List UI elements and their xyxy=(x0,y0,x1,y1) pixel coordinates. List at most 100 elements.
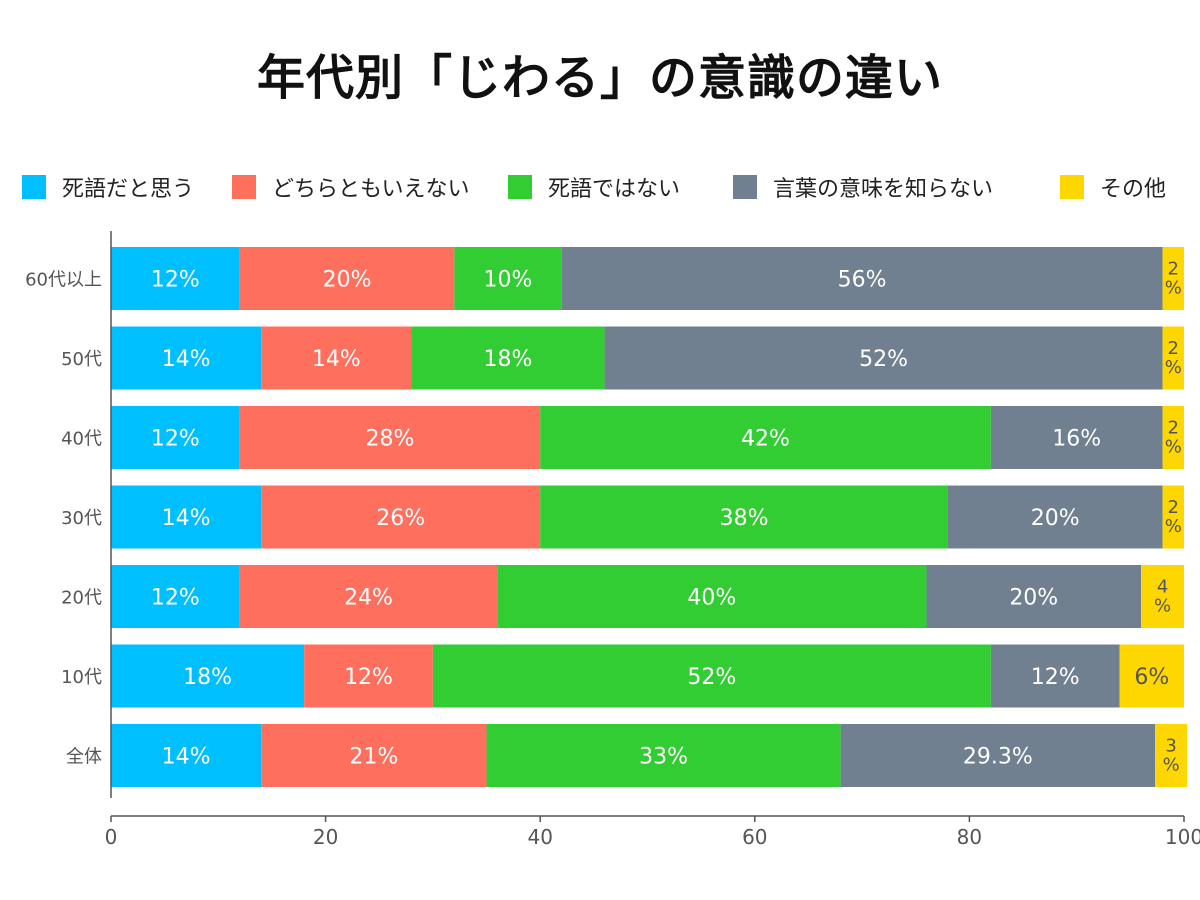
bar-segment xyxy=(1141,565,1184,628)
legend-item-dead-word: 死語だと思う xyxy=(22,172,194,202)
category-label: 40代 xyxy=(61,429,102,450)
legend-swatch xyxy=(508,175,532,199)
legend-label: その他 xyxy=(1100,177,1167,202)
chart-title: 年代別「じわる」の意識の違い xyxy=(256,50,943,106)
bar-segment xyxy=(261,485,541,549)
category-label: 10代 xyxy=(61,667,102,688)
x-tick-label: 0 xyxy=(105,825,118,849)
bar-segment xyxy=(604,326,1163,390)
data-label: 2% xyxy=(1165,259,1182,299)
bar-segment xyxy=(1162,326,1184,390)
data-label: 56% xyxy=(838,268,887,293)
bar-segment xyxy=(304,644,433,708)
data-label: 3% xyxy=(1163,736,1180,776)
legend-label: どちらともいえない xyxy=(272,177,470,202)
bar-segment xyxy=(111,326,262,390)
bar-segment xyxy=(239,247,455,310)
category-label: 30代 xyxy=(61,508,102,529)
bar-segment xyxy=(111,724,262,787)
bar-segment xyxy=(111,644,305,708)
data-label: 14% xyxy=(162,506,211,531)
data-label: 28% xyxy=(366,427,415,452)
data-label: 12% xyxy=(1031,665,1080,690)
bar-segment xyxy=(840,724,1156,787)
legend: 死語だと思う どちらともいえない 死語ではない 言葉の意味を知らない その他 xyxy=(22,172,1192,202)
data-label: 14% xyxy=(162,745,211,770)
data-label: 18% xyxy=(183,665,232,690)
bar-segment xyxy=(239,406,541,469)
bar-segment xyxy=(411,326,605,390)
data-label: 52% xyxy=(859,347,908,372)
bar-segment xyxy=(926,565,1142,628)
bar-segment xyxy=(1155,724,1188,787)
data-label: 10% xyxy=(484,268,533,293)
bar-segment xyxy=(540,406,991,469)
bar-segment xyxy=(239,565,498,628)
x-tick-label: 40 xyxy=(527,825,552,849)
x-tick-label: 60 xyxy=(742,825,767,849)
data-label: 20% xyxy=(1009,586,1058,611)
data-label: 52% xyxy=(687,665,736,690)
data-label: 2% xyxy=(1165,338,1182,378)
legend-swatch xyxy=(22,175,46,199)
bar-segment xyxy=(1162,406,1184,469)
data-label: 6% xyxy=(1134,665,1169,690)
bar-segment xyxy=(1162,485,1184,549)
data-label: 12% xyxy=(151,268,200,293)
legend-item-not-dead-word: 死語ではない xyxy=(508,172,680,202)
bar-segment xyxy=(1162,247,1184,310)
bar-segment xyxy=(432,644,991,708)
bar-segment xyxy=(261,724,487,787)
legend-item-unknown-meaning: 言葉の意味を知らない xyxy=(733,172,993,202)
data-label: 14% xyxy=(312,347,361,372)
data-label: 2% xyxy=(1165,497,1182,537)
data-label: 20% xyxy=(1031,506,1080,531)
data-label: 26% xyxy=(376,506,425,531)
data-label: 40% xyxy=(687,586,736,611)
legend-label: 言葉の意味を知らない xyxy=(773,177,994,202)
bar-segment xyxy=(111,565,240,628)
bar-segment xyxy=(540,485,948,549)
x-tick-label: 20 xyxy=(313,825,338,849)
legend-swatch xyxy=(1060,175,1084,199)
data-label: 29.3% xyxy=(963,745,1033,770)
bar-segment xyxy=(486,724,841,787)
data-label: 38% xyxy=(720,506,769,531)
legend-item-neutral: どちらともいえない xyxy=(232,172,470,202)
data-label: 14% xyxy=(162,347,211,372)
x-tick-label: 80 xyxy=(957,825,982,849)
data-label: 42% xyxy=(741,427,790,452)
bar-segment xyxy=(454,247,562,310)
legend-item-other: その他 xyxy=(1060,172,1166,202)
bar-segment xyxy=(561,247,1163,310)
category-label: 20代 xyxy=(61,588,102,609)
data-label: 12% xyxy=(151,586,200,611)
category-label: 全体 xyxy=(66,747,102,768)
data-label: 21% xyxy=(349,745,398,770)
category-label: 50代 xyxy=(61,349,102,370)
data-label: 2% xyxy=(1165,418,1182,458)
bar-segment xyxy=(1119,644,1184,708)
bar-segment xyxy=(261,326,412,390)
legend-swatch xyxy=(733,175,757,199)
data-label: 24% xyxy=(344,586,393,611)
legend-swatch xyxy=(232,175,256,199)
data-label: 16% xyxy=(1052,427,1101,452)
x-tick-label: 100 xyxy=(1165,825,1200,849)
bar-segment xyxy=(497,565,927,628)
bar-segment xyxy=(111,485,262,549)
data-label: 12% xyxy=(344,665,393,690)
bar-segment xyxy=(111,406,240,469)
bar-segment xyxy=(990,406,1163,469)
bar-segment xyxy=(990,644,1120,708)
bar-segment xyxy=(947,485,1163,549)
legend-label: 死語だと思う xyxy=(62,177,195,202)
legend-label: 死語ではない xyxy=(548,177,681,202)
category-label: 60代以上 xyxy=(25,270,102,291)
data-label: 20% xyxy=(323,268,372,293)
data-label: 4% xyxy=(1154,577,1171,617)
data-label: 18% xyxy=(484,347,533,372)
data-label: 33% xyxy=(639,745,688,770)
data-label: 12% xyxy=(151,427,200,452)
